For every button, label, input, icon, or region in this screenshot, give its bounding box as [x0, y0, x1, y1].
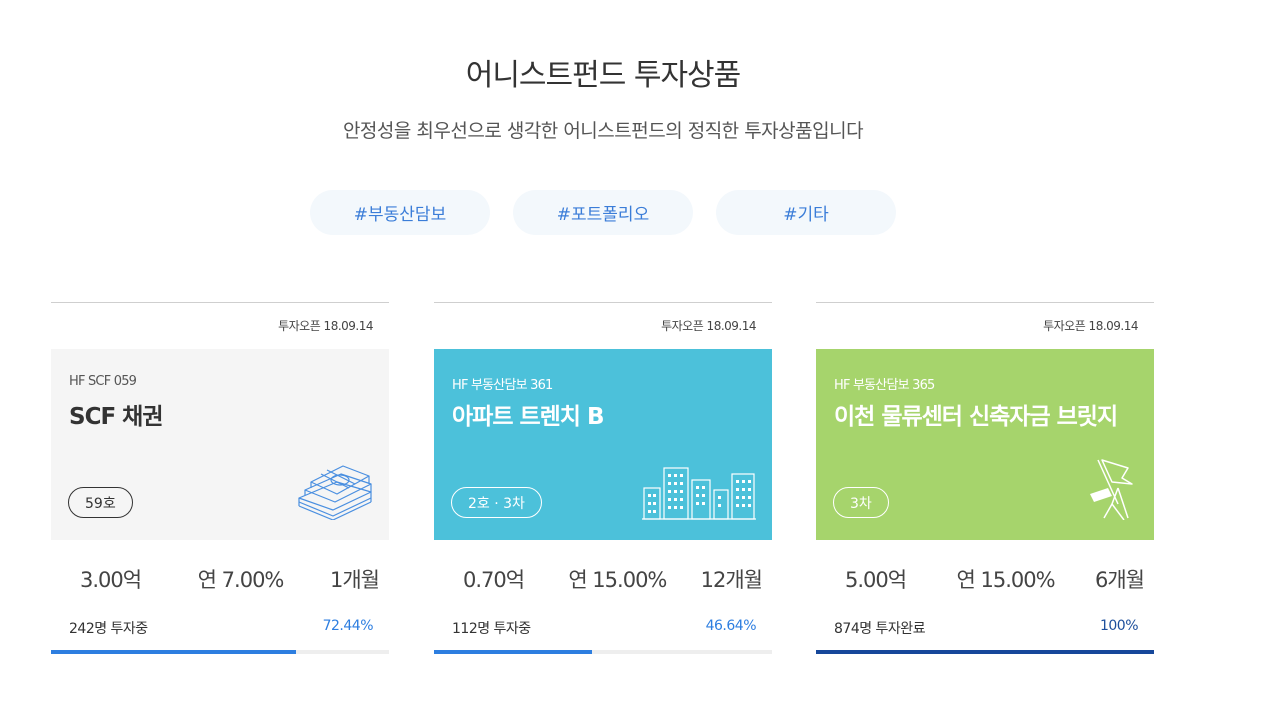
progress-bar [434, 650, 772, 654]
progress-rate: 46.64% [705, 618, 757, 634]
progress-rate: 100% [1099, 618, 1139, 634]
progress-bar [816, 650, 1154, 654]
product-code: HF 부동산담보 361 [452, 378, 553, 393]
product-stats: 0.70억 연 15.00% 12개월 [434, 564, 772, 594]
product-stats: 3.00억 연 7.00% 1개월 [51, 564, 389, 594]
yield: 연 15.00% [568, 568, 667, 592]
card-divider [434, 302, 772, 303]
product-card[interactable]: 투자오픈 18.09.14 HF 부동산담보 361 아파트 트렌치 B 2호 … [434, 302, 772, 654]
round-badge: 3차 [833, 487, 889, 518]
round-badge: 59호 [68, 487, 133, 518]
term: 6개월 [1094, 568, 1145, 592]
buildings-icon [642, 467, 756, 520]
open-date: 투자오픈 18.09.14 [278, 319, 373, 333]
product-name: 이천 물류센터 신축자금 브릿지 [834, 404, 1118, 430]
progress-bar-fill [434, 650, 592, 654]
product-name: SCF 채권 [69, 404, 163, 430]
page-subtitle: 안정성을 최우선으로 생각한 어니스트펀드의 정직한 투자상품입니다 [342, 120, 864, 142]
product-code: HF 부동산담보 365 [834, 378, 935, 393]
tag-etc[interactable]: #기타 [716, 190, 896, 235]
yield: 연 7.00% [197, 568, 285, 592]
money-stack-icon [298, 465, 372, 520]
product-panel[interactable]: HF 부동산담보 365 이천 물류센터 신축자금 브릿지 3차 [816, 349, 1154, 540]
progress-bar-fill [816, 650, 1154, 654]
tag-real-estate-collateral[interactable]: #부동산담보 [310, 190, 490, 235]
open-date: 투자오픈 18.09.14 [661, 319, 756, 333]
progress-rate: 72.44% [322, 618, 374, 634]
progress-bar [51, 650, 389, 654]
term: 1개월 [329, 568, 380, 592]
yield: 연 15.00% [956, 568, 1055, 592]
page-title: 어니스트펀드 투자상품 [465, 58, 742, 93]
amount: 3.00억 [80, 568, 142, 592]
category-tags: #부동산담보 #포트폴리오 #기타 [310, 190, 896, 235]
card-divider [51, 302, 389, 303]
product-name: 아파트 트렌치 B [452, 404, 605, 430]
product-panel[interactable]: HF 부동산담보 361 아파트 트렌치 B 2호 · 3차 [434, 349, 772, 540]
round-badge: 2호 · 3차 [451, 487, 542, 518]
card-divider [816, 302, 1154, 303]
product-card[interactable]: 투자오픈 18.09.14 HF 부동산담보 365 이천 물류센터 신축자금 … [816, 302, 1154, 654]
investor-count: 242명 투자중 [69, 621, 148, 637]
product-card[interactable]: 투자오픈 18.09.14 HF SCF 059 SCF 채권 59호 3.00… [51, 302, 389, 654]
term: 12개월 [700, 568, 763, 592]
construction-flag-icon [1090, 459, 1133, 520]
investor-count: 874명 투자완료 [834, 621, 926, 637]
product-panel[interactable]: HF SCF 059 SCF 채권 59호 [51, 349, 389, 540]
amount: 0.70억 [463, 568, 525, 592]
open-date: 투자오픈 18.09.14 [1043, 319, 1138, 333]
tag-portfolio[interactable]: #포트폴리오 [513, 190, 693, 235]
investor-count: 112명 투자중 [452, 621, 531, 637]
progress-bar-fill [51, 650, 296, 654]
product-stats: 5.00억 연 15.00% 6개월 [816, 564, 1154, 594]
product-code: HF SCF 059 [69, 374, 137, 389]
amount: 5.00억 [845, 568, 907, 592]
